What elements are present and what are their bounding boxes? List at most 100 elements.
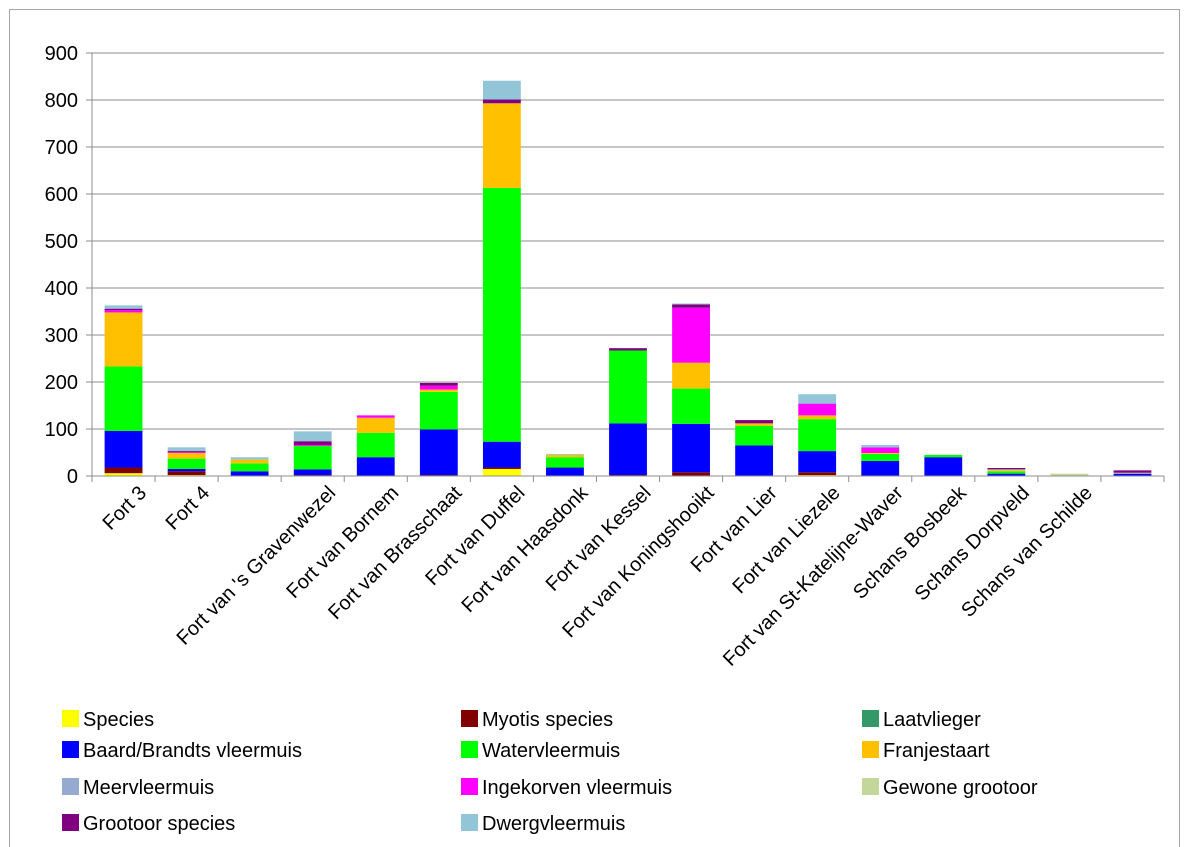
bar-segment — [672, 472, 710, 476]
legend-swatch — [461, 710, 478, 727]
legend-swatch — [62, 778, 79, 795]
bar-segment — [861, 447, 900, 453]
bar-segment — [609, 350, 647, 424]
y-tick-label: 0 — [67, 466, 78, 488]
bar-segment — [104, 366, 143, 431]
bar-segment — [672, 307, 710, 363]
bar-segment — [104, 312, 143, 367]
legend-swatch — [62, 710, 79, 727]
bar-segment — [419, 429, 458, 476]
bar-segment — [861, 444, 900, 448]
y-axis-tick-labels: 0 100 200 300 400 500 600 700 800 900 — [45, 43, 78, 488]
bar-segment — [167, 452, 206, 459]
bar-segment — [672, 423, 710, 473]
bar-segment — [735, 445, 774, 476]
bar-segment — [104, 467, 143, 474]
bar-segment — [735, 423, 774, 426]
bar-segment — [546, 453, 584, 455]
y-tick-label: 900 — [45, 43, 78, 65]
bar-segment — [356, 457, 395, 476]
y-tick-label: 400 — [45, 278, 78, 300]
bar-segment — [924, 457, 963, 476]
bar-segment — [482, 468, 521, 476]
legend-swatch — [461, 778, 478, 795]
bar-segment — [356, 417, 395, 433]
bar-segment — [167, 452, 206, 453]
bar-segment — [482, 80, 521, 100]
bar-segment — [861, 453, 900, 461]
bar-segment — [356, 432, 395, 458]
y-tick-label: 100 — [45, 419, 78, 441]
bar-segment — [735, 425, 774, 446]
legend-label: Watervleermuis — [482, 740, 620, 762]
y-tick-label: 500 — [45, 231, 78, 253]
bar-segment — [167, 471, 206, 476]
bar-segment — [609, 348, 647, 351]
legend-label: Baard/Brandts vleermuis — [83, 740, 302, 762]
bar-segment — [798, 403, 837, 416]
bar-segment — [924, 454, 963, 458]
bars — [104, 80, 1152, 476]
legend-label: Meervleermuis — [83, 777, 214, 799]
y-tick-label: 300 — [45, 325, 78, 347]
legend-label: Gewone grootoor — [883, 777, 1038, 799]
legend-swatch — [862, 710, 879, 727]
x-tick-label: Fort van Bornem — [282, 482, 403, 603]
bar-segment — [987, 468, 1026, 470]
bar-segment — [861, 452, 900, 454]
bar-segment — [735, 420, 774, 424]
legend-label: Myotis species — [482, 709, 613, 731]
bar-segment — [798, 472, 837, 476]
bar-segment — [482, 103, 521, 188]
y-tick-label: 800 — [45, 90, 78, 112]
chart-frame — [9, 9, 1180, 847]
legend-swatch — [461, 741, 478, 758]
bar-segment — [230, 471, 269, 476]
bar-segment — [987, 470, 1026, 472]
x-tick-label: Fort van Liezele — [729, 482, 845, 598]
bar-segment — [482, 99, 521, 104]
bar-segment — [104, 310, 143, 313]
bar-segment — [293, 441, 332, 445]
bar-segment — [987, 469, 1026, 471]
bar-segment — [987, 473, 1026, 476]
bar-segment — [672, 303, 710, 305]
legend-label: Species — [83, 709, 154, 731]
legend-label: Dwergvleermuis — [482, 813, 625, 835]
bar-segment — [546, 454, 584, 458]
legend-swatch — [862, 778, 879, 795]
bar-segment — [104, 305, 143, 309]
x-tick-label: Schans Bosbeek — [849, 481, 971, 603]
bar-segment — [230, 457, 269, 460]
bar-segment — [798, 415, 837, 420]
bar-segment — [546, 467, 584, 476]
bar-segment — [293, 445, 332, 470]
legend-swatch — [862, 741, 879, 758]
legend-swatch — [62, 814, 79, 831]
x-tick-label: Schans Dorpveld — [911, 482, 1034, 605]
bar-segment — [230, 463, 269, 472]
bar-segment — [798, 394, 837, 404]
bar-segment — [104, 473, 143, 476]
bar-segment — [419, 391, 458, 430]
bar-segment — [230, 459, 269, 464]
bar-segment — [104, 430, 143, 468]
y-tick-label: 700 — [45, 137, 78, 159]
bar-segment — [672, 388, 710, 424]
bar-segment — [167, 458, 206, 469]
bar-segment — [482, 187, 521, 442]
legend-swatch — [461, 814, 478, 831]
bar-segment — [419, 385, 458, 390]
bar-segment — [167, 468, 206, 472]
legend-label: Grootoor species — [83, 813, 235, 835]
legend: Species Myotis species Laatvlieger Baard/Br… — [62, 709, 1038, 835]
bar-segment — [546, 457, 584, 468]
y-tick-label: 600 — [45, 184, 78, 206]
bar-segment — [798, 419, 837, 452]
bar-segment — [861, 460, 900, 476]
bar-segment — [609, 423, 647, 476]
bar-segment — [672, 304, 710, 308]
bar-segment — [356, 415, 395, 418]
